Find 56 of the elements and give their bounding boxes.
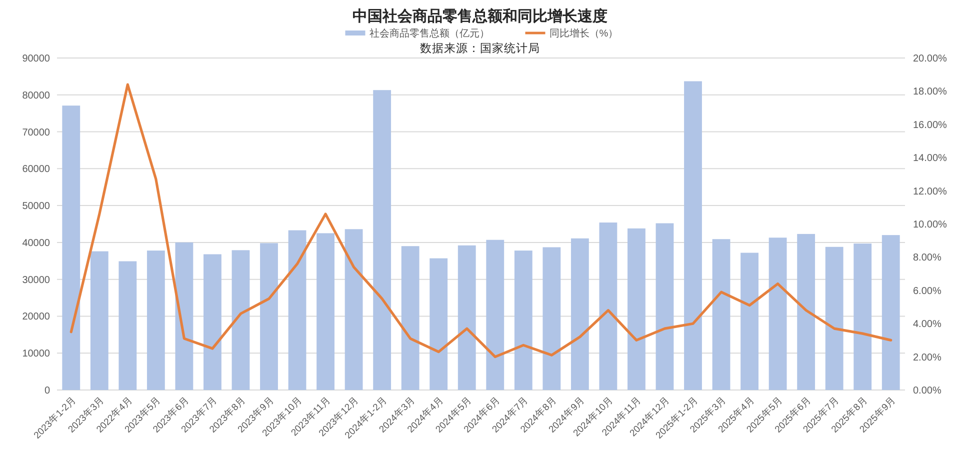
- y2-tick-label: 0.00%: [913, 386, 942, 396]
- bar: [854, 244, 872, 390]
- bar: [825, 246, 844, 390]
- y-tick-label: 60000: [22, 164, 50, 176]
- bar: [684, 81, 702, 390]
- y-tick-label: 80000: [22, 90, 50, 102]
- bar: [514, 250, 532, 390]
- bar: [542, 247, 561, 390]
- bar: [232, 250, 250, 390]
- line-series: [70, 83, 892, 358]
- y2-tick-label: 20.00%: [913, 54, 948, 64]
- y2-tick-label: 4.00%: [913, 319, 942, 330]
- y-tick-label: 20000: [22, 312, 50, 323]
- y-tick-label: 90000: [22, 54, 50, 64]
- bar: [118, 261, 137, 390]
- legend-label: 同比增长（%）: [549, 28, 618, 40]
- bar: [430, 258, 448, 390]
- chart-title: 中国社会商品零售总额和同比增长速度: [352, 7, 608, 25]
- bar: [882, 235, 900, 390]
- bar: [90, 251, 108, 390]
- bar: [797, 234, 816, 390]
- y-tick-label: 10000: [22, 348, 50, 360]
- bar: [288, 230, 306, 390]
- y-tick-label: 70000: [22, 127, 50, 138]
- bar: [260, 243, 278, 390]
- bar: [656, 223, 674, 390]
- bar: [62, 106, 80, 390]
- legend-label: 社会商品零售总额（亿元）: [369, 28, 490, 40]
- bar: [599, 222, 618, 390]
- bar: [740, 252, 758, 390]
- bar: [628, 228, 646, 390]
- y-tick-label: 0: [44, 386, 50, 396]
- y-tick-label: 50000: [22, 201, 50, 212]
- bar: [458, 245, 476, 390]
- bar: [373, 90, 392, 390]
- y2-tick-label: 2.00%: [913, 352, 942, 364]
- bar: [316, 233, 334, 390]
- y2-tick-label: 8.00%: [913, 252, 942, 264]
- bar: [401, 246, 420, 390]
- bar: [146, 250, 165, 390]
- y2-tick-label: 16.00%: [913, 120, 948, 131]
- bar: [570, 238, 589, 390]
- bar: [204, 254, 222, 390]
- source-note: 数据来源：国家统计局: [420, 41, 540, 55]
- bar: [712, 239, 730, 390]
- y2-tick-label: 12.00%: [913, 186, 948, 198]
- y-tick-label: 40000: [22, 238, 50, 249]
- bar: [768, 238, 787, 390]
- y-tick-label: 30000: [22, 274, 50, 286]
- bar: [175, 242, 194, 390]
- y2-tick-label: 10.00%: [913, 220, 948, 230]
- bar: [486, 240, 504, 390]
- y2-tick-label: 18.00%: [913, 86, 948, 98]
- y2-tick-label: 6.00%: [913, 286, 942, 297]
- bar: [344, 229, 363, 390]
- y2-tick-label: 14.00%: [913, 153, 948, 164]
